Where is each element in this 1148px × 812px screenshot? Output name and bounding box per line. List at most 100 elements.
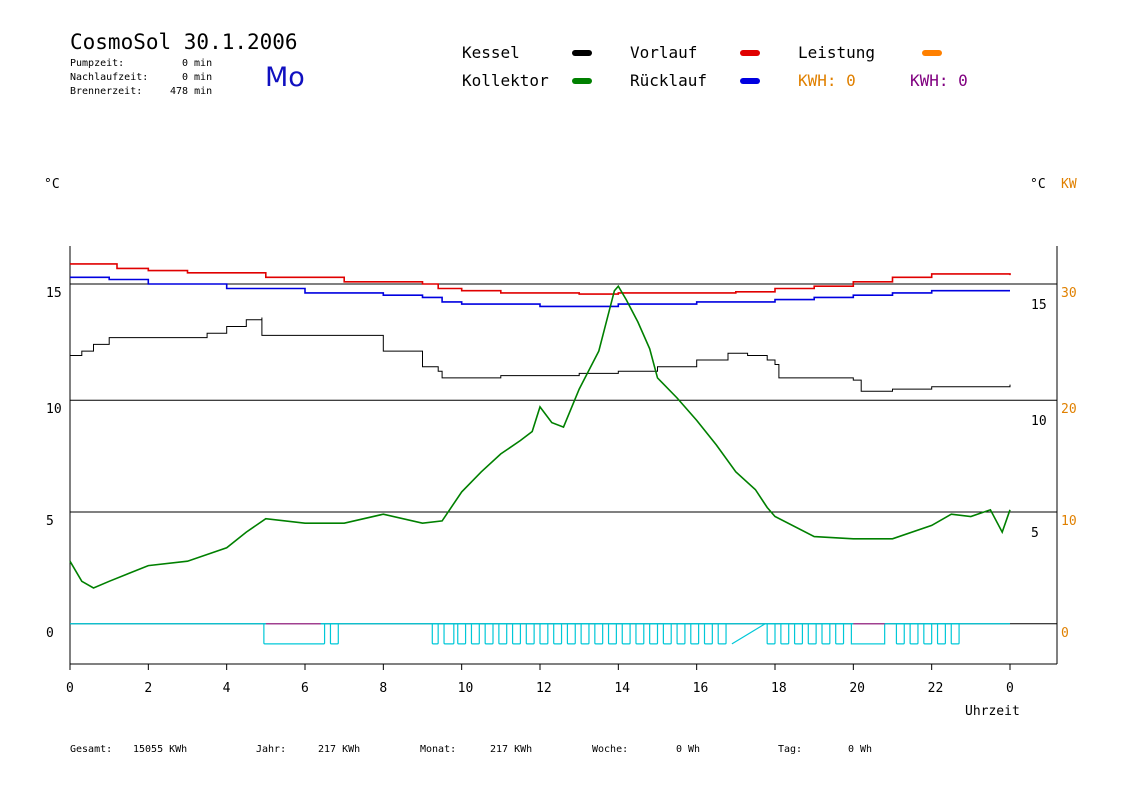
burner-pulse-0 [263,623,326,645]
legend-ruecklauf-swatch [740,78,760,84]
footer-day-label: Tag: [778,744,803,755]
burner-pulse-5 [470,623,480,645]
burner-pulse-3 [443,623,455,645]
pump-time-value: 0 min [182,58,213,69]
burner-ramp [731,623,766,645]
burner-pulse-2 [431,623,439,645]
burner-pulse-27 [807,623,817,645]
burner-time-label: Brennerzeit: [70,86,143,97]
x-tick-label-9: 18 [771,681,787,696]
kwh-purple-value: KWH: 0 [910,71,968,90]
burner-pulse-19 [662,623,672,645]
burner-pulse-15 [607,623,617,645]
legend-kollektor-label: Kollektor [462,71,549,90]
burner-pulse-17 [635,623,645,645]
burner-pulse-29 [835,623,845,645]
x-axis-label: Uhrzeit [965,704,1020,719]
footer-week-value: 0 Wh [676,744,701,755]
legend-leistung-label: Leistung [798,43,876,62]
burner-pulse-18 [649,623,659,645]
burner-pulse-8 [511,623,522,645]
y-tick-left-15: 15 [46,286,62,301]
y-axis-unit-kw: KW [1061,177,1077,192]
burner-pulse-26 [793,623,804,645]
x-tick-label-0: 0 [66,681,74,696]
burner-long-0 [850,623,886,645]
footer-total-label: Gesamt: [70,744,113,755]
run-on-time-label: Nachlaufzeit: [70,72,149,83]
run-on-time-value: 0 min [182,72,213,83]
burner-pulse-12 [566,623,576,645]
series-line-3 [69,284,1011,589]
burner-pulse-28 [821,623,831,645]
x-tick-label-2: 4 [223,681,231,696]
legend-kessel-swatch [572,50,592,56]
burner-pulse-25 [780,623,790,645]
legend-ruecklauf-label: Rücklauf [630,71,708,90]
x-tick-label-8: 16 [693,681,709,696]
burner-pulse-6 [484,623,494,645]
weekday-label: Mo [265,62,305,93]
burner-pulse-20 [676,623,686,645]
footer-total-value: 15055 KWh [133,744,188,755]
y-tick-right-c-10: 10 [1031,414,1047,429]
x-tick-label-10: 20 [849,681,865,696]
y-tick-left-5: 5 [46,514,54,529]
burner-pulse-33 [936,623,946,645]
burner-pulse-22 [703,623,713,645]
x-tick-label-11: 22 [928,681,944,696]
y-axis-unit-right: °C [1030,177,1046,192]
burner-pulse-34 [950,623,960,645]
burner-pulse-13 [580,623,590,645]
legend-kessel-label: Kessel [462,43,520,62]
x-tick-label-1: 2 [144,681,152,696]
y-tick-left-10: 10 [46,402,62,417]
legend-leistung-swatch [922,50,942,56]
series-line-2 [70,317,1011,392]
kwh-orange-value: KWH: 0 [798,71,856,90]
page-title: CosmoSol 30.1.2006 [70,30,298,54]
x-tick-label-6: 12 [536,681,552,696]
legend-vorlauf-label: Vorlauf [630,43,698,62]
burner-pulse-32 [923,623,933,645]
y-tick-right-kw-10: 10 [1061,514,1077,529]
y-tick-left-0: 0 [46,626,54,641]
y-tick-right-c-15: 15 [1031,298,1047,313]
burner-pulse-4 [457,623,467,645]
y-tick-right-c-5: 5 [1031,526,1039,541]
burner-pulse-14 [594,623,604,645]
burner-pulse-11 [553,623,563,645]
pump-time-label: Pumpzeit: [70,58,125,69]
x-tick-label-7: 14 [614,681,630,696]
y-tick-right-kw-30: 30 [1061,286,1077,301]
burner-pulse-31 [909,623,919,645]
legend-vorlauf-swatch [740,50,760,56]
x-tick-label-5: 10 [458,681,474,696]
burner-pulse-24 [766,623,776,645]
burner-pulse-7 [498,623,508,645]
series-line-0 [70,263,1011,295]
x-tick-label-12: 0 [1006,681,1014,696]
burner-pulse-23 [717,623,727,645]
footer-week-label: Woche: [592,744,629,755]
burner-pulse-16 [621,623,631,645]
y-tick-right-kw-20: 20 [1061,402,1077,417]
y-axis-unit-left: °C [44,177,60,192]
x-tick-label-3: 6 [301,681,309,696]
burner-pulse-9 [525,623,535,645]
burner-time-value: 478 min [170,86,213,97]
legend-kollektor-swatch [572,78,592,84]
footer-day-value: 0 Wh [848,744,873,755]
x-tick-label-4: 8 [379,681,387,696]
footer-year-value: 217 KWh [318,744,361,755]
y-tick-right-kw-0: 0 [1061,626,1069,641]
footer-month-value: 217 KWh [490,744,533,755]
series-line-1 [70,276,1010,308]
burner-pulse-1 [329,623,339,645]
footer-month-label: Monat: [420,744,457,755]
footer-year-label: Jahr: [256,744,287,755]
burner-pulse-21 [690,623,700,645]
burner-pulse-10 [539,623,549,645]
burner-pulse-30 [895,623,905,645]
